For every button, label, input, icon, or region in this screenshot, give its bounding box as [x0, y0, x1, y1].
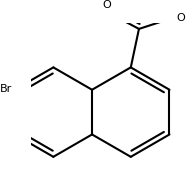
Text: O: O [176, 13, 185, 23]
Text: O: O [102, 0, 111, 10]
Text: Br: Br [0, 84, 12, 94]
